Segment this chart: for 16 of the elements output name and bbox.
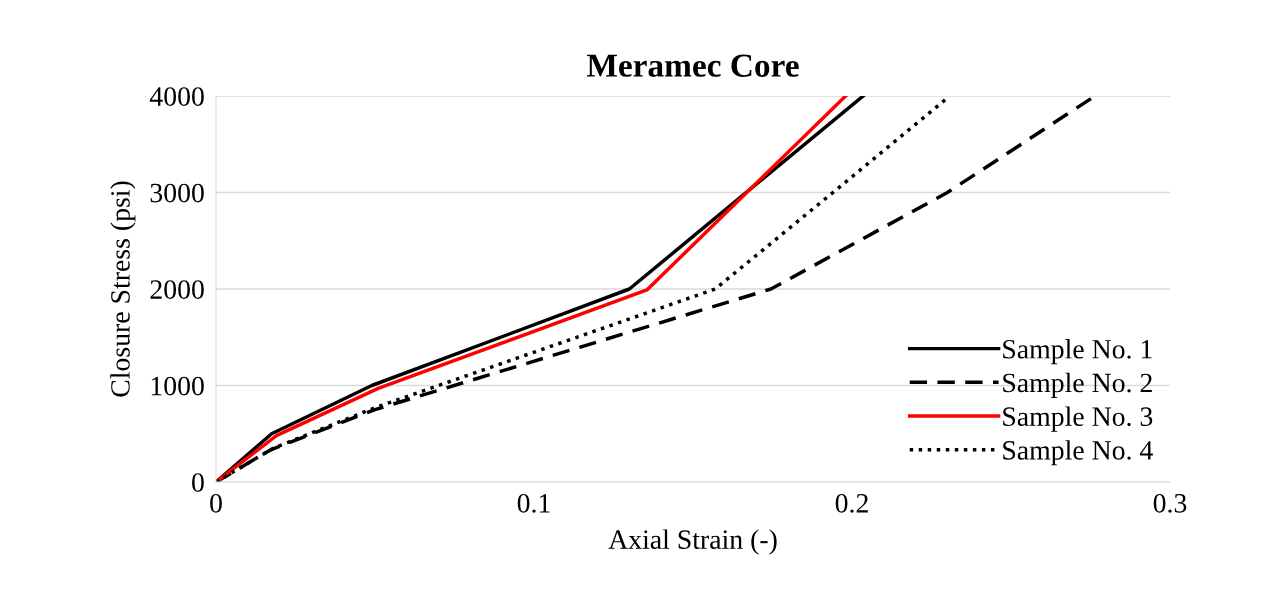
x-tick-label: 0.3 <box>1153 493 1187 513</box>
y-tick-label: 4000 <box>149 87 204 106</box>
legend-label: Sample No. 4 <box>1003 440 1153 466</box>
legend-label: Sample No. 3 <box>1003 406 1153 432</box>
x-tick-label: 0.1 <box>517 493 550 513</box>
y-tick-label: 1000 <box>151 376 204 396</box>
y-axis-title: Closure Stress (psi) <box>110 181 136 397</box>
x-tick-label: 0 <box>210 493 222 513</box>
legend-label: Sample No. 2 <box>1003 372 1152 398</box>
y-tick-label: 3000 <box>150 183 204 203</box>
legend-label: Sample No. 1 <box>1003 339 1152 365</box>
y-tick-label: 2000 <box>150 280 204 299</box>
y-tick-label: 0 <box>192 473 204 492</box>
x-axis-title: Axial Strain (-) <box>608 529 777 555</box>
chart-title: Meramec Core <box>586 54 799 77</box>
x-tick-label: 0.2 <box>835 493 868 513</box>
